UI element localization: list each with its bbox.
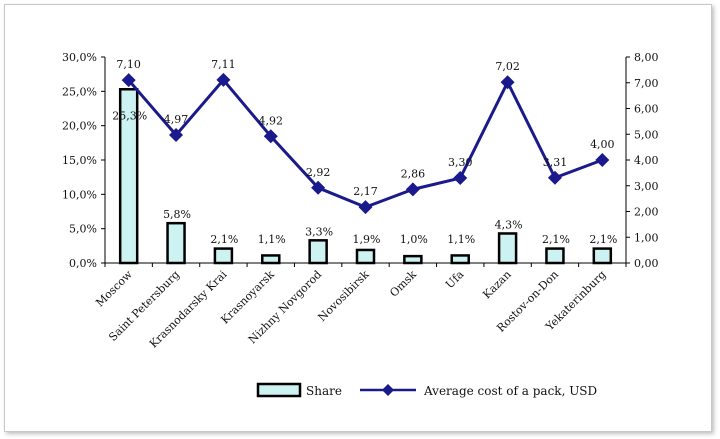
bar-krasnodarsky-krai: [213, 247, 234, 265]
line-series-average-cost: [121, 72, 610, 215]
bar-data-label: 3,3%: [305, 225, 333, 238]
bar-data-label: 1,0%: [400, 233, 428, 246]
cost-marker: [500, 75, 515, 90]
bar-series-share: [118, 88, 613, 265]
line-data-label: 7,11: [211, 58, 236, 71]
line-data-label: 2,17: [353, 185, 378, 198]
left-tick-label: 20,0%: [62, 120, 97, 133]
cost-marker: [311, 180, 326, 195]
right-tick-label: 7,00: [634, 77, 659, 90]
category-label: Moscow: [93, 268, 135, 310]
right-tick-label: 6,00: [634, 103, 659, 116]
bar-nizhny-novgorod: [308, 239, 328, 265]
right-tick-label: 8,00: [634, 51, 659, 64]
cost-marker: [595, 153, 610, 167]
right-tick-label: 1,00: [634, 231, 659, 244]
cost-marker: [358, 200, 373, 215]
line-data-label: 4,92: [259, 114, 284, 127]
line-data-label: 4,00: [590, 138, 615, 151]
right-tick-label: 0,00: [634, 257, 659, 270]
legend-share-label: Share: [306, 384, 342, 398]
line-data-label: 3,31: [543, 156, 568, 169]
cost-marker: [121, 73, 136, 88]
right-tick-label: 4,00: [634, 154, 659, 167]
bar-data-label: 2,1%: [210, 233, 238, 246]
bar-krasnoyarsk: [261, 254, 281, 265]
cost-marker: [405, 182, 420, 197]
bar-data-label: 1,9%: [353, 233, 381, 246]
chart-axes: 0,0% 5,0% 10,0% 15,0% 20,0% 25,0% 30,0% 0,00 1,0…: [62, 51, 658, 270]
bar-moscow: [118, 88, 139, 265]
bar-yekaterinburg: [592, 247, 613, 265]
bar-data-label: 2,1%: [589, 233, 617, 246]
bar-data-label: 4,3%: [495, 218, 523, 231]
bar-data-label: 2,1%: [542, 233, 570, 246]
legend-share-swatch: [256, 382, 302, 398]
category-label: Omsk: [387, 268, 419, 300]
line-data-label: 7,10: [116, 58, 141, 71]
right-tick-label: 5,00: [634, 128, 659, 141]
line-data-label: 3,30: [448, 156, 473, 169]
line-data-label: 2,92: [306, 166, 331, 179]
left-tick-label: 0,0%: [69, 257, 97, 270]
bar-ufa: [450, 254, 470, 265]
left-tick-label: 25,0%: [62, 85, 97, 98]
right-tick-label: 2,00: [634, 206, 659, 219]
bar-saint-petersburg: [166, 221, 186, 265]
cost-marker: [263, 129, 278, 144]
cost-marker: [453, 171, 468, 186]
bar-kazan: [497, 232, 518, 265]
line-data-label: 4,97: [164, 113, 189, 126]
bar-data-label: 1,1%: [447, 233, 475, 246]
legend-average-cost-label: Average cost of a pack, USD: [423, 384, 597, 398]
bar-novosibirsk: [355, 248, 376, 265]
left-tick-label: 30,0%: [62, 51, 97, 64]
legend-line-marker: [382, 384, 394, 396]
cost-marker: [547, 170, 562, 185]
cost-marker: [169, 128, 184, 143]
data-labels: 25,3% 5,8% 2,1% 1,1% 3,3% 1,9% 1,0% 1,1% 4,3% 2,1…: [112, 58, 617, 246]
line-data-label: 2,86: [401, 167, 426, 180]
category-label: Novosibirsk: [315, 268, 371, 324]
legend: Share Average cost of a pack, USD: [256, 382, 597, 398]
bar-data-label: 1,1%: [258, 233, 286, 246]
line-data-label: 7,02: [495, 60, 520, 73]
bar-omsk: [403, 254, 423, 265]
cost-marker: [216, 72, 231, 87]
bar-rostov-on-don: [545, 247, 565, 265]
bar-data-label: 25,3%: [112, 109, 147, 122]
left-tick-label: 5,0%: [69, 223, 97, 236]
left-tick-label: 15,0%: [62, 154, 97, 167]
bar-data-label: 5,8%: [163, 208, 191, 221]
category-label: Ufa: [443, 268, 467, 292]
category-label: Kazan: [480, 268, 513, 301]
left-tick-label: 10,0%: [62, 188, 97, 201]
category-label: Krasnodarsky Krai: [147, 268, 230, 351]
right-tick-label: 3,00: [634, 180, 659, 193]
